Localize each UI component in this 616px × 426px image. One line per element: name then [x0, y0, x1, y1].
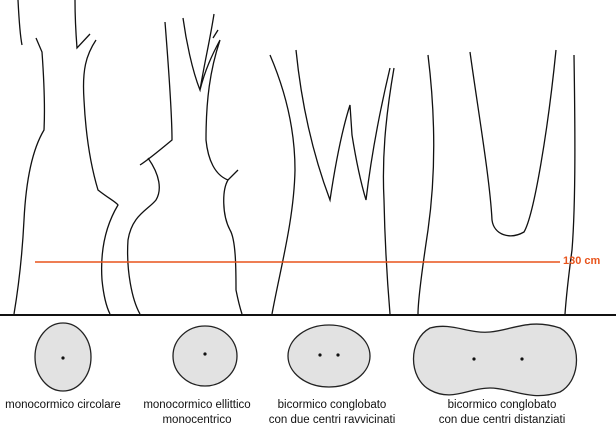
type-label-line2: con due centri ravvicinati [268, 414, 396, 426]
tree-monocormico-ellittico [126, 13, 243, 315]
height-label: 130 cm [563, 255, 601, 267]
type-label-line1: monocormico ellittico [143, 399, 251, 411]
section-distanziati [412, 323, 578, 397]
type-label-distanziati: bicormico conglobato con due centri dista… [439, 398, 566, 426]
type-label-line1: monocormico circolare [5, 399, 121, 411]
type-label-ravvicinati: bicormico conglobato con due centri ravvi… [269, 398, 396, 426]
section-ellittico [172, 325, 238, 387]
type-label-line1: bicormico conglobato [277, 399, 387, 411]
section-ravvicinati [287, 324, 371, 388]
type-label-line1: bicormico conglobato [447, 399, 557, 411]
type-label-ellittico: monocormico ellittico monocentrico [143, 398, 250, 426]
type-label-line2: monocentrico [162, 414, 232, 426]
tree-bicormico-distanziati [417, 49, 576, 315]
tree-bicormico-ravvicinati [269, 49, 395, 315]
tree-monocormico-circolare [13, 0, 119, 315]
type-label-circolare: monocormico circolare [5, 398, 121, 413]
type-label-line2: con due centri distanziati [438, 414, 566, 426]
section-circolare [34, 322, 92, 392]
